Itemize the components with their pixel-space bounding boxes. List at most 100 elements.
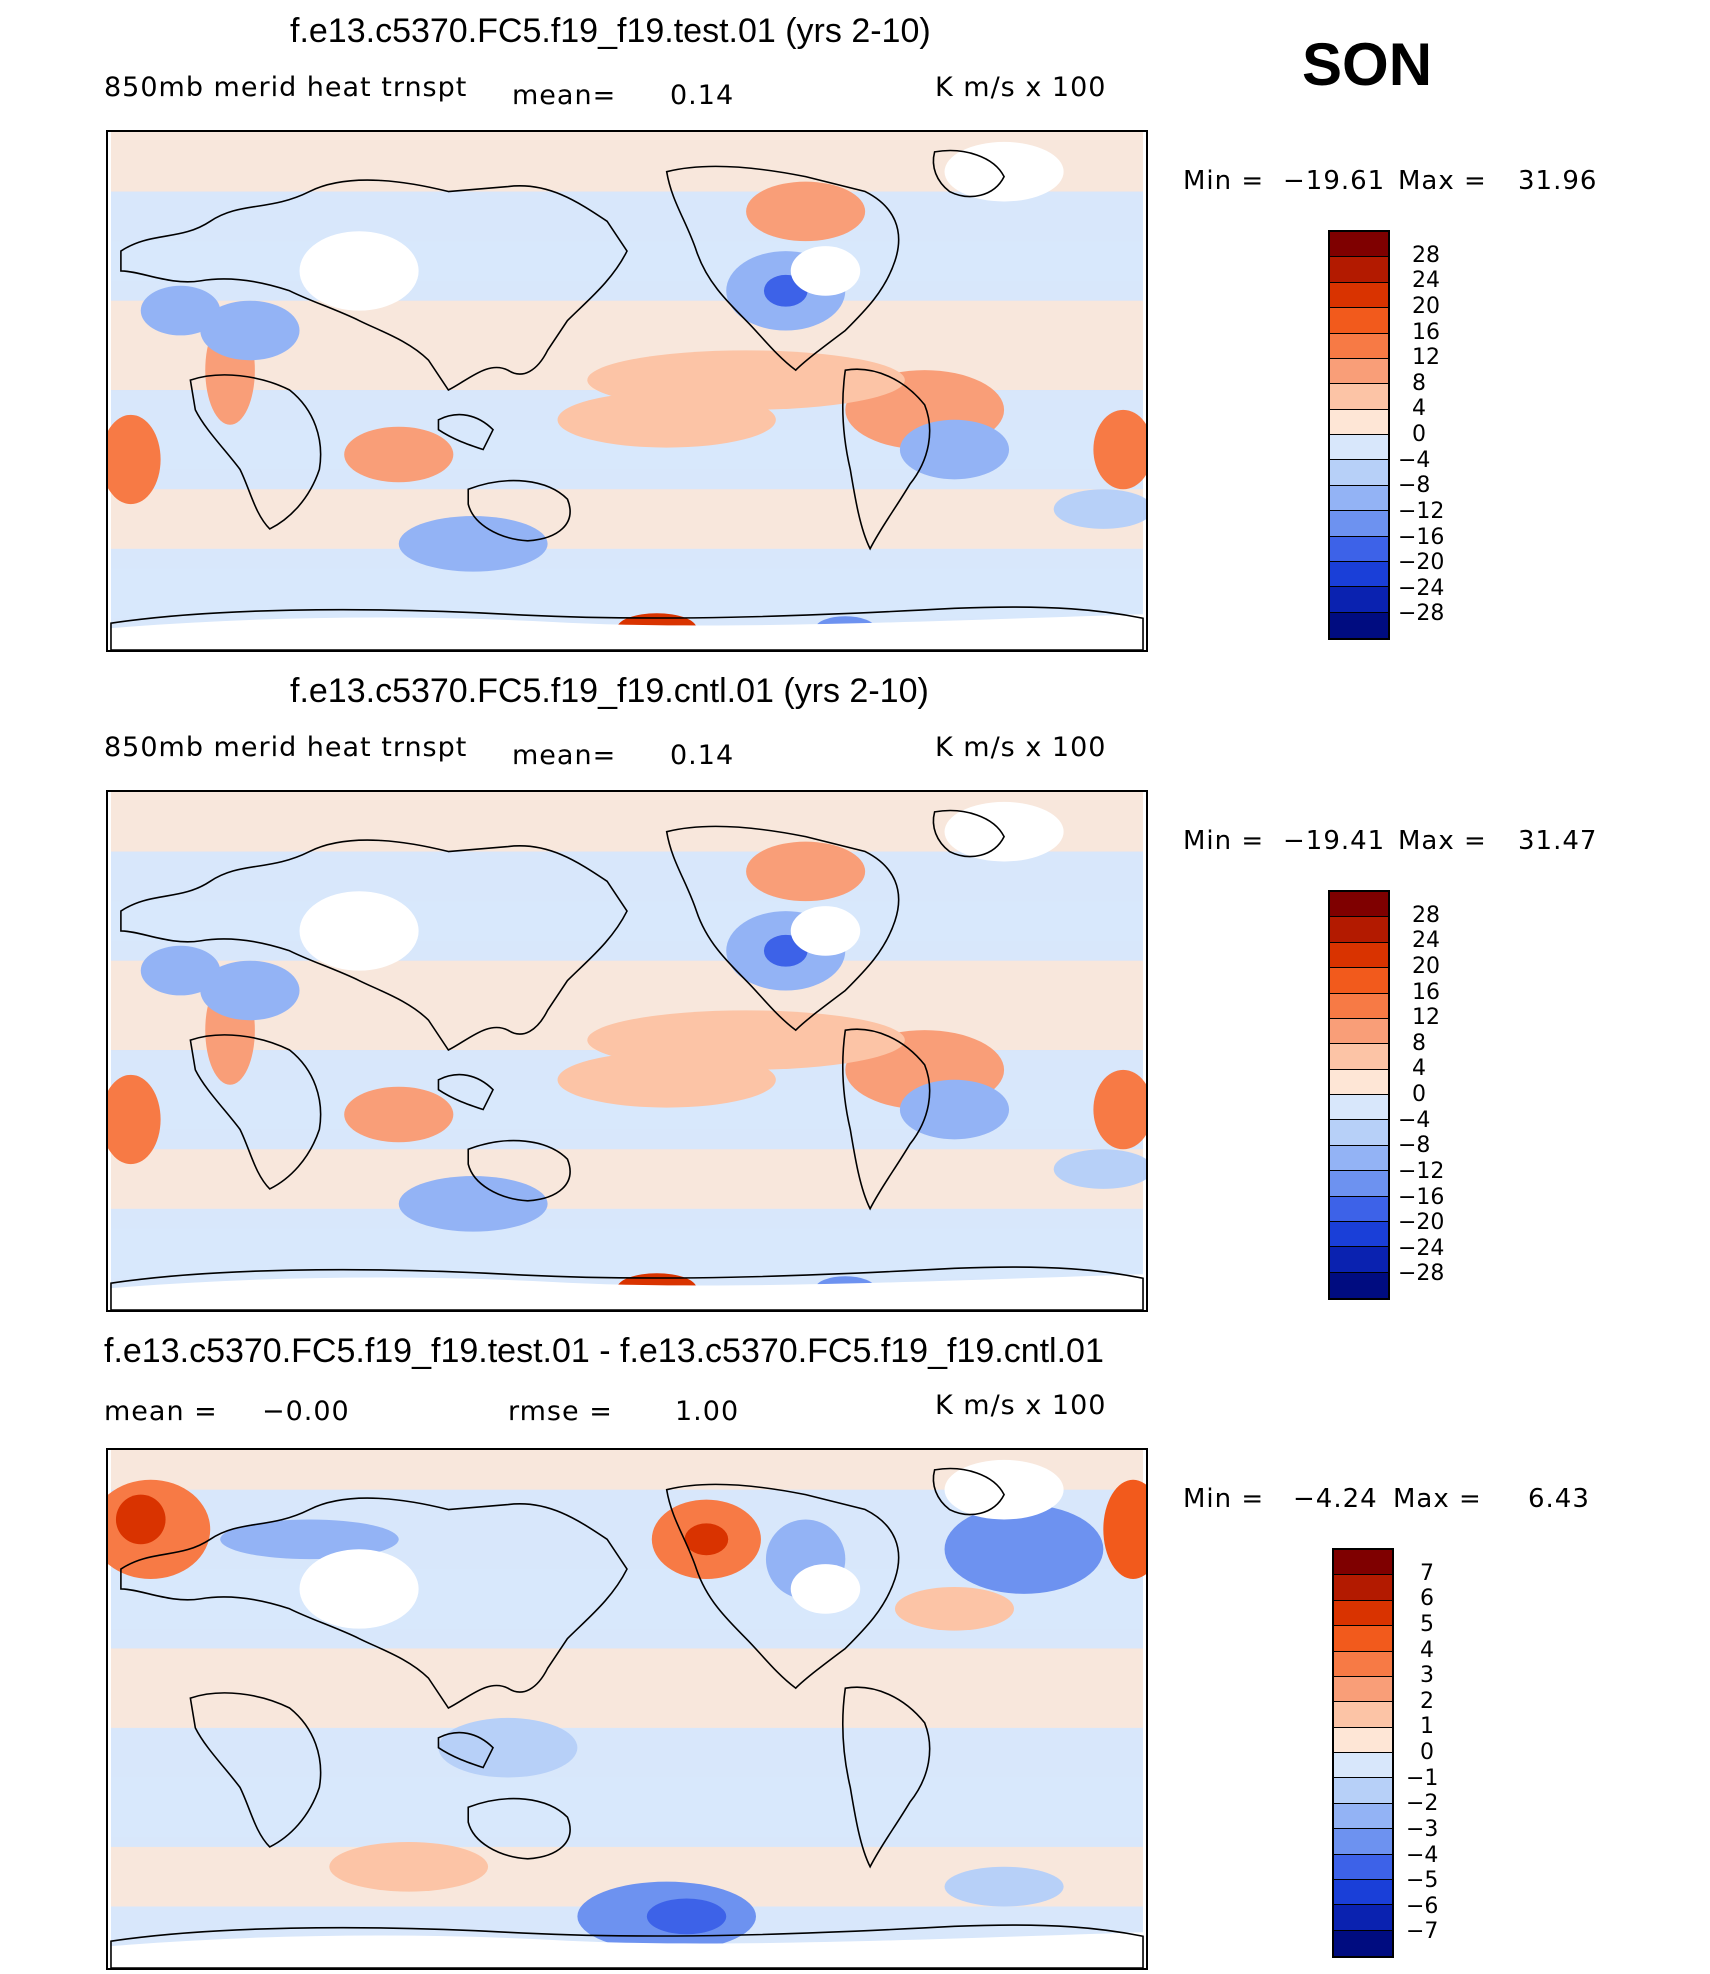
- colorbar-tick-label: 5: [1420, 1611, 1434, 1637]
- panel2-mean-label: mean=: [512, 740, 617, 771]
- colorbar-tick-label: 3: [1420, 1663, 1434, 1689]
- coastline: [110, 1924, 1144, 1968]
- coastline: [110, 1266, 1144, 1310]
- panel1-variable: 850mb merid heat trnspt: [104, 72, 468, 103]
- colorbar-tick-label: −6: [1406, 1893, 1439, 1919]
- coastline: [120, 1497, 628, 1710]
- colorbar-cell: [1330, 892, 1388, 918]
- colorbar-cell: [1334, 1651, 1392, 1677]
- colorbar-tick-label: 1: [1420, 1714, 1434, 1740]
- colorbar-cell: [1330, 968, 1388, 994]
- colorbar-cell: [1334, 1676, 1392, 1703]
- colorbar-tick-label: −4: [1398, 447, 1431, 473]
- panel1-mean-label: mean=: [512, 80, 617, 111]
- colorbar-cell: [1330, 485, 1388, 512]
- coastline: [437, 1731, 495, 1769]
- colorbar-cell: [1330, 435, 1388, 461]
- colorbar-tick-label: −2: [1406, 1791, 1439, 1817]
- panel3-title: f.e13.c5370.FC5.f19_f19.test.01 - f.e13.…: [104, 1332, 1104, 1370]
- contour-region: [646, 1898, 727, 1935]
- coastline: [665, 1483, 900, 1690]
- contour-region: [220, 1519, 399, 1560]
- colorbar-cell: [1330, 587, 1388, 613]
- colorbar-tick-label: 0: [1412, 422, 1426, 447]
- colorbar-cell: [1330, 1171, 1388, 1197]
- colorbar-tick-label: 4: [1412, 396, 1426, 422]
- panel2-map: [106, 790, 1148, 1312]
- colorbar-tick-label: 2: [1420, 1688, 1434, 1714]
- contour-region: [200, 960, 300, 1021]
- colorbar-tick-label: 0: [1420, 1740, 1434, 1765]
- coastline: [189, 374, 322, 530]
- colorbar-tick-label: −5: [1406, 1868, 1439, 1894]
- panel3-mean-value: −0.00: [262, 1396, 350, 1427]
- colorbar-cell: [1330, 942, 1388, 969]
- colorbar-cell: [1330, 384, 1388, 410]
- coastline: [110, 606, 1144, 650]
- map-svg: [108, 1450, 1146, 1968]
- colorbar-tick-label: −16: [1398, 1184, 1445, 1210]
- panel2-min-label: Min =: [1183, 826, 1265, 856]
- panel1-min-value: −19.61: [1283, 166, 1386, 196]
- colorbar-tick-label: −4: [1406, 1842, 1439, 1868]
- colorbar-tick-label: 28: [1412, 902, 1440, 928]
- coastline: [189, 1692, 322, 1848]
- colorbar-tick-label: 16: [1412, 979, 1440, 1005]
- panel2-units: K m/s x 100: [935, 732, 1107, 763]
- contour-region: [746, 841, 866, 902]
- colorbar-cell: [1330, 536, 1388, 562]
- coastline: [932, 1467, 1005, 1516]
- panel3-rmse-label: rmse =: [508, 1396, 613, 1427]
- coastline: [665, 165, 900, 372]
- colorbar-cell: [1330, 1196, 1388, 1222]
- colorbar-cell: [1330, 409, 1388, 435]
- contour-region: [899, 419, 1010, 480]
- colorbar-tick-label: −8: [1398, 473, 1431, 499]
- panel3-max-value: 6.43: [1528, 1484, 1590, 1514]
- panel3-rmse-value: 1.00: [675, 1396, 740, 1427]
- colorbar-cell: [1330, 282, 1388, 309]
- colorbar-cell: [1330, 1095, 1388, 1121]
- coastline: [842, 368, 931, 551]
- field-band: [110, 1777, 1144, 1838]
- field-band: [110, 1149, 1144, 1209]
- colorbar-tick-label: −16: [1398, 524, 1445, 550]
- coastline: [467, 1139, 571, 1202]
- contour-region: [557, 1051, 776, 1108]
- contour-region: [944, 1504, 1104, 1594]
- antarctica-mask: [110, 1274, 1144, 1310]
- colorbar-cell: [1330, 257, 1388, 283]
- colorbar-cell: [1334, 1575, 1392, 1601]
- colorbar-tick-label: −28: [1398, 1261, 1445, 1287]
- panel1-title: f.e13.c5370.FC5.f19_f19.test.01 (yrs 2-1…: [290, 12, 931, 50]
- colorbar-tick-label: 4: [1412, 1056, 1426, 1082]
- colorbar-cell: [1330, 333, 1388, 359]
- colorbar-cell: [1330, 1018, 1388, 1045]
- coastline: [842, 1686, 931, 1869]
- panel1-map: [106, 130, 1148, 652]
- panel2-max-value: 31.47: [1518, 826, 1598, 856]
- antarctica-mask: [110, 1932, 1144, 1968]
- colorbar-cell: [1334, 1829, 1392, 1855]
- antarctica-mask: [110, 614, 1144, 650]
- contour-region: [299, 231, 419, 311]
- colorbar-cell: [1330, 1044, 1388, 1070]
- colorbar-cell: [1330, 1221, 1388, 1248]
- panel2-mean-value: 0.14: [670, 740, 735, 771]
- contour-region: [557, 391, 776, 448]
- colorbar-cell: [1334, 1930, 1392, 1956]
- panel2-title: f.e13.c5370.FC5.f19_f19.cntl.01 (yrs 2-1…: [290, 672, 929, 710]
- contour-region: [944, 1459, 1064, 1520]
- colorbar-cell: [1334, 1854, 1392, 1880]
- colorbar-tick-label: −24: [1398, 1235, 1445, 1261]
- panel3-map: [106, 1448, 1148, 1970]
- colorbar-cell: [1330, 993, 1388, 1019]
- colorbar-cell: [1334, 1702, 1392, 1728]
- colorbar-tick-label: 20: [1412, 953, 1440, 979]
- colorbar-tick-label: −24: [1398, 575, 1445, 601]
- colorbar-tick-label: 6: [1420, 1586, 1434, 1612]
- colorbar-tick-label: 24: [1412, 928, 1440, 954]
- colorbar-tick-label: 24: [1412, 268, 1440, 294]
- contour-region: [790, 246, 861, 296]
- coastline: [437, 413, 495, 451]
